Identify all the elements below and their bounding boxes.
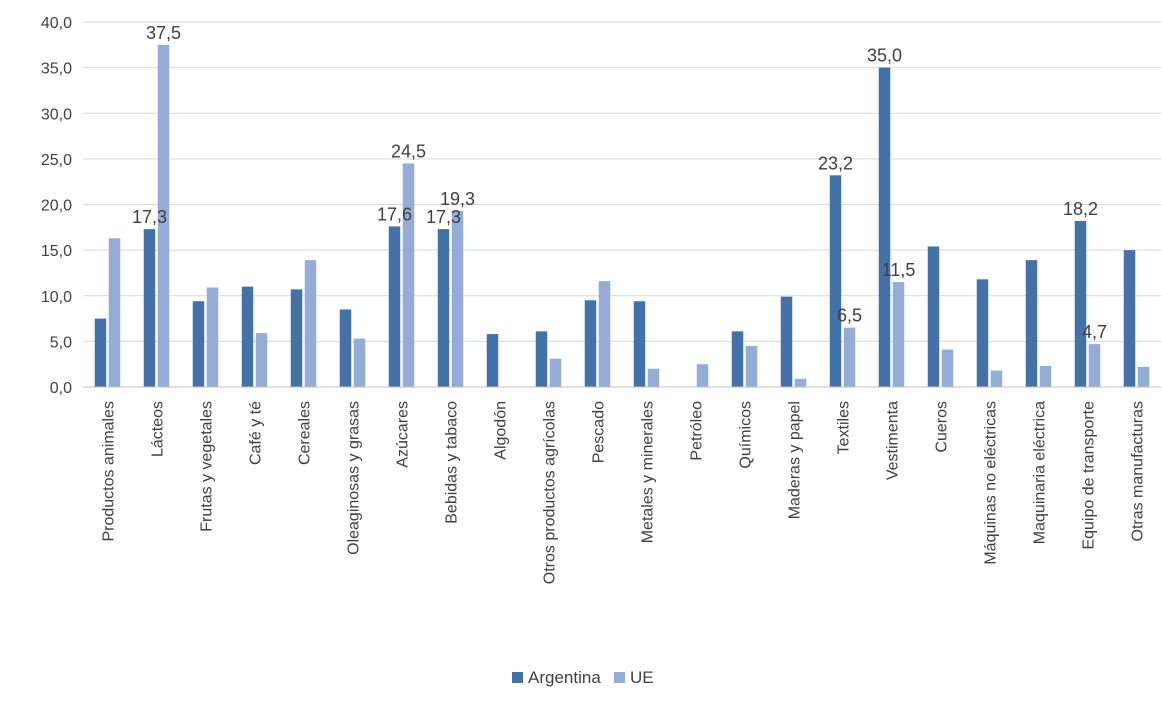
y-tick-label: 40,0 [41,15,72,32]
bar-argentina [388,226,401,387]
data-label: 35,0 [867,46,902,66]
bar-argentina [731,331,744,387]
bar-argentina [1074,220,1087,387]
bar-ue [745,345,758,387]
x-tick-label: Textiles [836,401,853,454]
x-tick-label: Otros productos agrícolas [542,401,559,584]
bar-ue [794,378,807,387]
legend-label: Argentina [528,668,601,687]
y-tick-label: 35,0 [41,61,72,78]
x-tick-label: Pescado [591,401,608,463]
bar-argentina [584,300,597,387]
bar-argentina [192,301,205,387]
bar-ue [696,364,709,387]
bar-argentina [780,296,793,387]
data-label: 19,3 [440,189,475,209]
bar-ue [108,238,121,387]
bar-ue [1088,344,1101,387]
bar-argentina [633,301,646,387]
x-tick-label: Café y té [248,401,265,465]
x-tick-label: Químicos [738,401,755,469]
x-tick-label: Bebidas y tabaco [444,401,461,524]
bar-argentina [976,279,989,387]
data-label: 6,5 [837,306,862,326]
bar-ue [402,163,415,387]
data-label: 24,5 [391,141,426,161]
x-tick-label: Cueros [934,401,951,453]
legend: Argentina UE [512,668,654,687]
bar-argentina [878,67,891,387]
y-tick-label: 15,0 [41,243,72,260]
bar-ue [647,368,660,387]
x-tick-label: Máquinas no eléctricas [983,401,1000,565]
bar-ue [206,287,219,387]
x-tick-label: Vestimenta [885,401,902,480]
x-tick-label: Maderas y papel [787,401,804,519]
x-tick-label: Algodón [493,401,510,460]
data-label: 18,2 [1063,199,1098,219]
bar-ue [549,358,562,387]
bar-ue [157,44,170,387]
y-tick-label: 0,0 [50,380,72,397]
bar-argentina [486,334,499,387]
bar-ue [1039,366,1052,387]
bar-ue [255,333,268,387]
y-tick-label: 5,0 [50,334,72,351]
bar-argentina [143,229,156,387]
bar-argentina [94,318,107,387]
x-tick-label: Metales y minerales [640,401,657,543]
bar-argentina [927,246,940,387]
x-axis-ticks: Productos animales Lácteos Frutas y vegeta… [101,401,1147,584]
x-tick-label: Azúcares [395,401,412,468]
x-tick-label: Oleaginosas y grasas [346,401,363,555]
x-tick-label: Petróleo [689,401,706,461]
bar-argentina [535,331,548,387]
bar-ue [892,282,905,387]
data-label: 23,2 [818,153,853,173]
y-tick-label: 10,0 [41,289,72,306]
bar-argentina [290,289,303,387]
data-label: 17,3 [426,207,461,227]
data-label: 11,5 [882,260,916,280]
data-label: 4,7 [1082,322,1107,342]
data-label: 17,3 [132,207,167,227]
y-tick-label: 30,0 [41,106,72,123]
bar-ue [451,210,464,387]
bar-ue [1137,366,1150,387]
legend-swatch [614,672,625,683]
x-tick-label: Frutas y vegetales [199,401,216,532]
bar-ue [353,338,366,387]
x-tick-label: Equipo de transporte [1081,401,1098,550]
bar-argentina [829,175,842,387]
data-label: 37,5 [146,23,181,43]
x-tick-label: Lácteos [150,401,167,457]
bar-ue [843,327,856,387]
bar-ue [304,260,317,387]
x-tick-label: Productos animales [101,401,118,542]
y-tick-label: 25,0 [41,152,72,169]
data-labels: 17,337,517,624,517,319,323,26,535,011,51… [132,23,1107,342]
bar-ue [990,370,1003,387]
y-tick-label: 20,0 [41,198,72,215]
bar-argentina [1123,250,1136,387]
x-tick-label: Cereales [297,401,314,465]
bar-argentina [437,229,450,387]
legend-swatch [512,672,523,683]
bar-ue [598,281,611,387]
x-tick-label: Otras manufacturas [1130,401,1147,542]
bar-argentina [339,309,352,387]
bar-argentina [241,286,254,387]
legend-label: UE [630,668,654,687]
bar-ue [941,349,954,387]
x-tick-label: Maquinaria eléctrica [1032,401,1049,544]
bar-argentina [1025,260,1038,387]
y-axis-ticks: 0,0 5,0 10,0 15,0 20,0 25,0 30,0 35,0 40,0 [41,15,72,397]
bars [94,44,1150,387]
data-label: 17,6 [377,204,412,224]
